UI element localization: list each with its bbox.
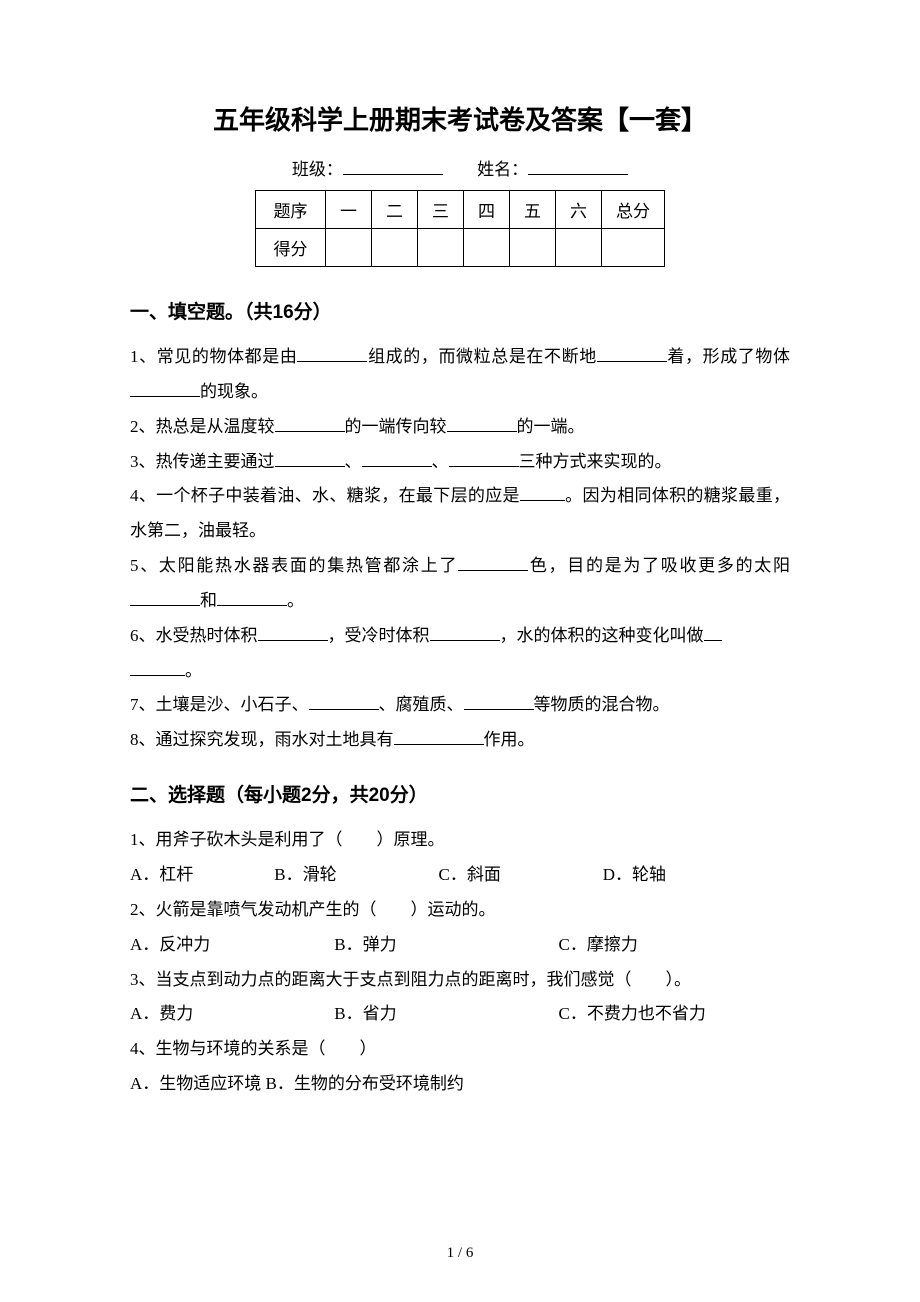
answer-blank[interactable] xyxy=(394,744,484,745)
header-cell: 一 xyxy=(326,191,372,229)
option-c[interactable]: C．不费力也不省力 xyxy=(559,997,706,1032)
score-cell[interactable] xyxy=(510,229,556,267)
header-cell: 题序 xyxy=(256,191,326,229)
header-cell: 五 xyxy=(510,191,556,229)
score-cell[interactable] xyxy=(556,229,602,267)
class-label: 班级： xyxy=(292,160,343,179)
option-b[interactable]: B．省力 xyxy=(334,997,554,1032)
answer-blank[interactable] xyxy=(309,709,379,710)
table-row: 题序 一 二 三 四 五 六 总分 xyxy=(256,191,665,229)
option-b[interactable]: B．弹力 xyxy=(334,928,554,963)
option-c[interactable]: C．摩擦力 xyxy=(559,928,638,963)
header-cell: 二 xyxy=(372,191,418,229)
score-label-cell: 得分 xyxy=(256,229,326,267)
choice-options-3: A．费力 B．省力 C．不费力也不省力 xyxy=(130,997,790,1032)
score-cell[interactable] xyxy=(602,229,665,267)
answer-blank[interactable] xyxy=(447,431,517,432)
section-1-questions: 1、常见的物体都是由组成的，而微粒总是在不断地着，形成了物体的现象。 2、热总是… xyxy=(130,340,790,758)
page-number: 1 / 6 xyxy=(447,1245,474,1262)
answer-blank[interactable] xyxy=(275,431,345,432)
section-1-heading: 一、填空题。（共16分） xyxy=(130,297,790,324)
answer-blank[interactable] xyxy=(464,709,534,710)
answer-blank[interactable] xyxy=(449,466,519,467)
score-cell[interactable] xyxy=(418,229,464,267)
option-c[interactable]: C．斜面 xyxy=(439,858,599,893)
fill-question-8: 8、通过探究发现，雨水对土地具有作用。 xyxy=(130,723,790,758)
choice-options-1: A．杠杆 B．滑轮 C．斜面 D．轮轴 xyxy=(130,858,790,893)
answer-blank[interactable] xyxy=(362,466,432,467)
answer-blank[interactable] xyxy=(275,466,345,467)
fill-question-5: 5、太阳能热水器表面的集热管都涂上了色，目的是为了吸收更多的太阳和。 xyxy=(130,549,790,619)
option-a[interactable]: A．杠杆 xyxy=(130,858,270,893)
option-a[interactable]: A．费力 xyxy=(130,997,330,1032)
option-d[interactable]: D．轮轴 xyxy=(603,858,666,893)
choice-options-2: A．反冲力 B．弹力 C．摩擦力 xyxy=(130,928,790,963)
answer-blank[interactable] xyxy=(130,396,200,397)
fill-question-4: 4、一个杯子中装着油、水、糖浆，在最下层的应是。因为相同体积的糖浆最重，水第二，… xyxy=(130,479,790,549)
option-a[interactable]: A．反冲力 xyxy=(130,928,330,963)
section-2-questions: 1、用斧子砍木头是利用了（ ）原理。 A．杠杆 B．滑轮 C．斜面 D．轮轴 2… xyxy=(130,823,790,1102)
fill-question-2: 2、热总是从温度较的一端传向较的一端。 xyxy=(130,410,790,445)
answer-blank[interactable] xyxy=(430,640,500,641)
score-table: 题序 一 二 三 四 五 六 总分 得分 xyxy=(255,190,665,267)
table-row: 得分 xyxy=(256,229,665,267)
header-cell: 总分 xyxy=(602,191,665,229)
fill-question-6: 6、水受热时体积，受冷时体积，水的体积的这种变化叫做。 xyxy=(130,619,790,689)
exam-title: 五年级科学上册期末考试卷及答案【一套】 xyxy=(130,100,790,137)
header-cell: 六 xyxy=(556,191,602,229)
choice-options-4: A．生物适应环境 B．生物的分布受环境制约 xyxy=(130,1067,790,1102)
name-label: 姓名： xyxy=(477,160,528,179)
fill-question-1: 1、常见的物体都是由组成的，而微粒总是在不断地着，形成了物体的现象。 xyxy=(130,340,790,410)
answer-blank[interactable] xyxy=(258,640,328,641)
class-blank[interactable] xyxy=(343,174,443,175)
option-b[interactable]: B．生物的分布受环境制约 xyxy=(266,1067,464,1102)
fill-question-7: 7、土壤是沙、小石子、、腐殖质、等物质的混合物。 xyxy=(130,688,790,723)
student-info-line: 班级： 姓名： xyxy=(130,155,790,180)
score-cell[interactable] xyxy=(326,229,372,267)
option-b[interactable]: B．滑轮 xyxy=(274,858,434,893)
score-cell[interactable] xyxy=(372,229,418,267)
answer-blank[interactable] xyxy=(297,361,367,362)
header-cell: 四 xyxy=(464,191,510,229)
choice-question-4: 4、生物与环境的关系是（ ） xyxy=(130,1032,790,1067)
name-blank[interactable] xyxy=(528,174,628,175)
answer-blank[interactable] xyxy=(130,675,185,676)
answer-blank[interactable] xyxy=(520,500,565,501)
answer-blank[interactable] xyxy=(217,605,287,606)
answer-blank[interactable] xyxy=(458,570,528,571)
answer-blank[interactable] xyxy=(130,605,200,606)
section-2-heading: 二、选择题（每小题2分，共20分） xyxy=(130,780,790,807)
header-cell: 三 xyxy=(418,191,464,229)
choice-question-1: 1、用斧子砍木头是利用了（ ）原理。 xyxy=(130,823,790,858)
answer-blank[interactable] xyxy=(704,640,722,641)
choice-question-2: 2、火箭是靠喷气发动机产生的（ ）运动的。 xyxy=(130,893,790,928)
answer-blank[interactable] xyxy=(597,361,667,362)
choice-question-3: 3、当支点到动力点的距离大于支点到阻力点的距离时，我们感觉（ ）。 xyxy=(130,963,790,998)
score-cell[interactable] xyxy=(464,229,510,267)
option-a[interactable]: A．生物适应环境 xyxy=(130,1067,261,1102)
fill-question-3: 3、热传递主要通过、、三种方式来实现的。 xyxy=(130,445,790,480)
